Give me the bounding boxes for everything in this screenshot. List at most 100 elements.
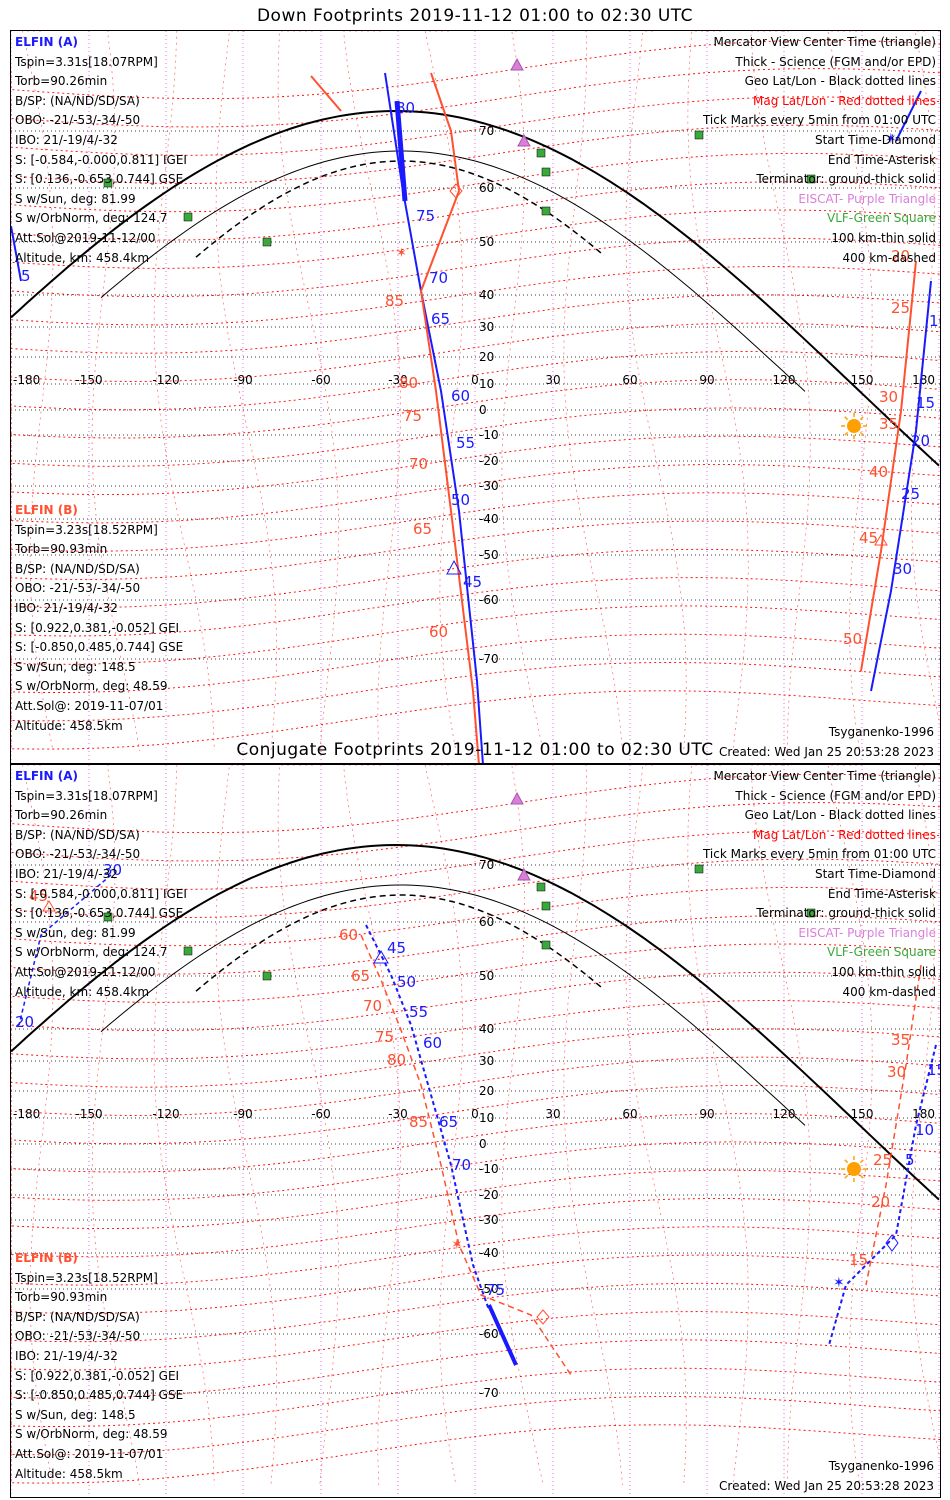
lat-tick-label: 10 <box>479 1111 494 1125</box>
elfin-a-tspin: Tspin=3.31s[18.07RPM] <box>15 54 158 69</box>
vlf-station-square <box>183 212 193 222</box>
end-asterisk-icon: ✶ <box>885 131 897 147</box>
elfin-b-tick-label: 80 <box>387 1051 406 1069</box>
elfin-b-tick-label: 40 <box>869 463 888 481</box>
elfin-b-tick-label: 65 <box>413 520 432 538</box>
elfin-a-alt: Altitude, km: 458.4km <box>15 250 150 265</box>
elfin-a-science-segment <box>487 1304 518 1366</box>
mag-lat-line <box>11 1367 940 1427</box>
lat-tick-label: -60 <box>479 1327 499 1341</box>
vlf-station-square <box>103 178 113 188</box>
elfin-b-tick-label: 60 <box>429 623 448 641</box>
lon-tick-label: 180 <box>912 373 935 387</box>
legend-thick: Thick - Science (FGM and/or EPD) <box>735 54 936 69</box>
legend-terminator: Terminator: ground-thick solid <box>756 906 936 921</box>
mag-lat-line <box>11 802 940 862</box>
mag-lat-line <box>11 1141 940 1201</box>
elfin-b-obo: OBO: -21/-53/-34/-50 <box>15 1329 141 1344</box>
sun-ray <box>859 431 864 436</box>
elfin-a-s-gse: S: [0.136,-0.653,0.744] GSE <box>15 172 184 187</box>
legend-mercator: Mercator View Center Time (triangle) <box>713 769 936 783</box>
elfin-a-tick-label: 55 <box>409 1003 428 1021</box>
lat-tick-label: 30 <box>479 320 494 334</box>
panel-title-conjugate: Conjugate Footprints 2019-11-12 01:00 to… <box>236 740 714 760</box>
mag-lon-line <box>91 31 141 752</box>
elfin-b-tspin: Tspin=3.23s[18.52RPM] <box>15 1270 158 1285</box>
mag-lat-line <box>11 1169 940 1230</box>
elfin-a-tick-label: 10 <box>929 312 941 330</box>
legend-100km: 100 km-thin solid <box>831 230 936 245</box>
lat-tick-label: -70 <box>479 652 499 666</box>
elfin-b-tick-label: 85 <box>385 292 404 310</box>
elfin-a-s-gei: S: [-0.584,-0.000,0.811] IGEI <box>15 886 187 901</box>
lat-tick-label: -20 <box>479 454 499 468</box>
mag-lon-line <box>563 765 623 1486</box>
legend: Mercator View Center Time (triangle) Thi… <box>703 33 936 268</box>
mag-lat-line <box>11 379 940 439</box>
legend-eiscat: EISCAT- Purple Triangle <box>798 925 936 940</box>
elfin-b-s-orb: S w/OrbNorm, deg: 48.59 <box>15 679 168 694</box>
lat-tick-label: 40 <box>479 288 494 302</box>
end-asterisk-icon: ✶ <box>451 1237 463 1253</box>
elfin-b-tick-label: 35 <box>879 415 898 433</box>
eiscat-triangle <box>510 791 524 805</box>
panel-title-down: Down Footprints 2019-11-12 01:00 to 02:3… <box>256 6 694 26</box>
vlf-station-square <box>103 912 113 922</box>
lat-tick-label: -30 <box>479 1213 499 1227</box>
sun-icon <box>847 419 861 433</box>
lat-tick-label: -70 <box>479 1386 499 1400</box>
elfin-b-s-orb: S w/OrbNorm, deg: 48.59 <box>15 1427 168 1442</box>
elfin-b-s-sun: S w/Sun, deg: 148.5 <box>15 659 136 674</box>
elfin-b-tick-label: 20 <box>891 247 910 265</box>
elfin-a-tick-label: 10 <box>915 1121 934 1139</box>
lat-tick-label: -50 <box>479 548 499 562</box>
elfin-b-tick-label: 50 <box>843 630 862 648</box>
mag-lon-line <box>625 31 687 752</box>
elfin-a-tick-label: 30 <box>893 560 912 578</box>
elfin-b-tick-label: 85 <box>409 1113 428 1131</box>
lon-tick-label: 0 <box>471 373 479 387</box>
elfin-a-tick-label: 50 <box>451 491 470 509</box>
lon-tick-label: -150 <box>75 1107 102 1121</box>
mag-lat-line <box>11 1113 940 1173</box>
elfin-b-track-east <box>865 964 922 1286</box>
lon-tick-label: -180 <box>13 373 40 387</box>
legend-400km: 400 km-dashed <box>842 984 936 999</box>
lat-tick-label: -60 <box>479 593 499 607</box>
lat-tick-label: 20 <box>479 1084 494 1098</box>
elfin-a-label: ELFIN (A) <box>15 769 78 783</box>
elfin-a-track <box>365 924 490 1311</box>
lat-tick-label: 70 <box>479 858 494 872</box>
mag-lat-line <box>11 152 940 213</box>
mag-lon-line <box>22 765 54 1486</box>
elfin-a-track-west <box>18 874 112 1026</box>
map-panel-down: -180 -150 -120 -90 -60 -30 0 30 60 90 120 150 180 70 6… <box>10 30 941 764</box>
legend-400km: 400 km-dashed <box>842 250 936 265</box>
elfin-a-obo: OBO: -21/-53/-34/-50 <box>15 847 141 862</box>
mag-lon-line <box>153 765 215 1486</box>
mag-lon-line <box>91 765 141 1486</box>
eiscat-triangle <box>517 867 531 881</box>
elfin-a-tick-label: 25 <box>901 485 920 503</box>
vlf-station-square <box>806 908 816 918</box>
start-diamond-icon <box>449 183 463 199</box>
start-diamond-icon <box>536 1309 550 1325</box>
mag-lon-line <box>153 31 215 752</box>
terminator-400km-line <box>195 894 605 992</box>
mag-lon-line <box>424 765 463 1486</box>
vlf-station-square <box>806 174 816 184</box>
lat-tick-label: 10 <box>479 377 494 391</box>
elfin-b-tick-label: 45 <box>29 887 48 905</box>
elfin-a-s-gse: S: [0.136,-0.653,0.744] GSE <box>15 906 184 921</box>
legend-ticks: Tick Marks every 5min from 01:00 UTC <box>702 847 936 862</box>
elfin-a-tick-label: 70 <box>429 269 448 287</box>
eiscat-triangle <box>517 133 531 147</box>
elfin-b-tick-label: 60 <box>339 926 358 944</box>
model-label: Tsyganenko-1996 <box>828 725 934 739</box>
elfin-b-tick-label: 25 <box>891 299 910 317</box>
elfin-a-science-segment <box>394 100 408 202</box>
vlf-station-square <box>262 237 272 247</box>
elfin-a-tick-label: 45 <box>387 939 406 957</box>
sun-ray <box>844 416 849 421</box>
sun-ray <box>844 431 849 436</box>
